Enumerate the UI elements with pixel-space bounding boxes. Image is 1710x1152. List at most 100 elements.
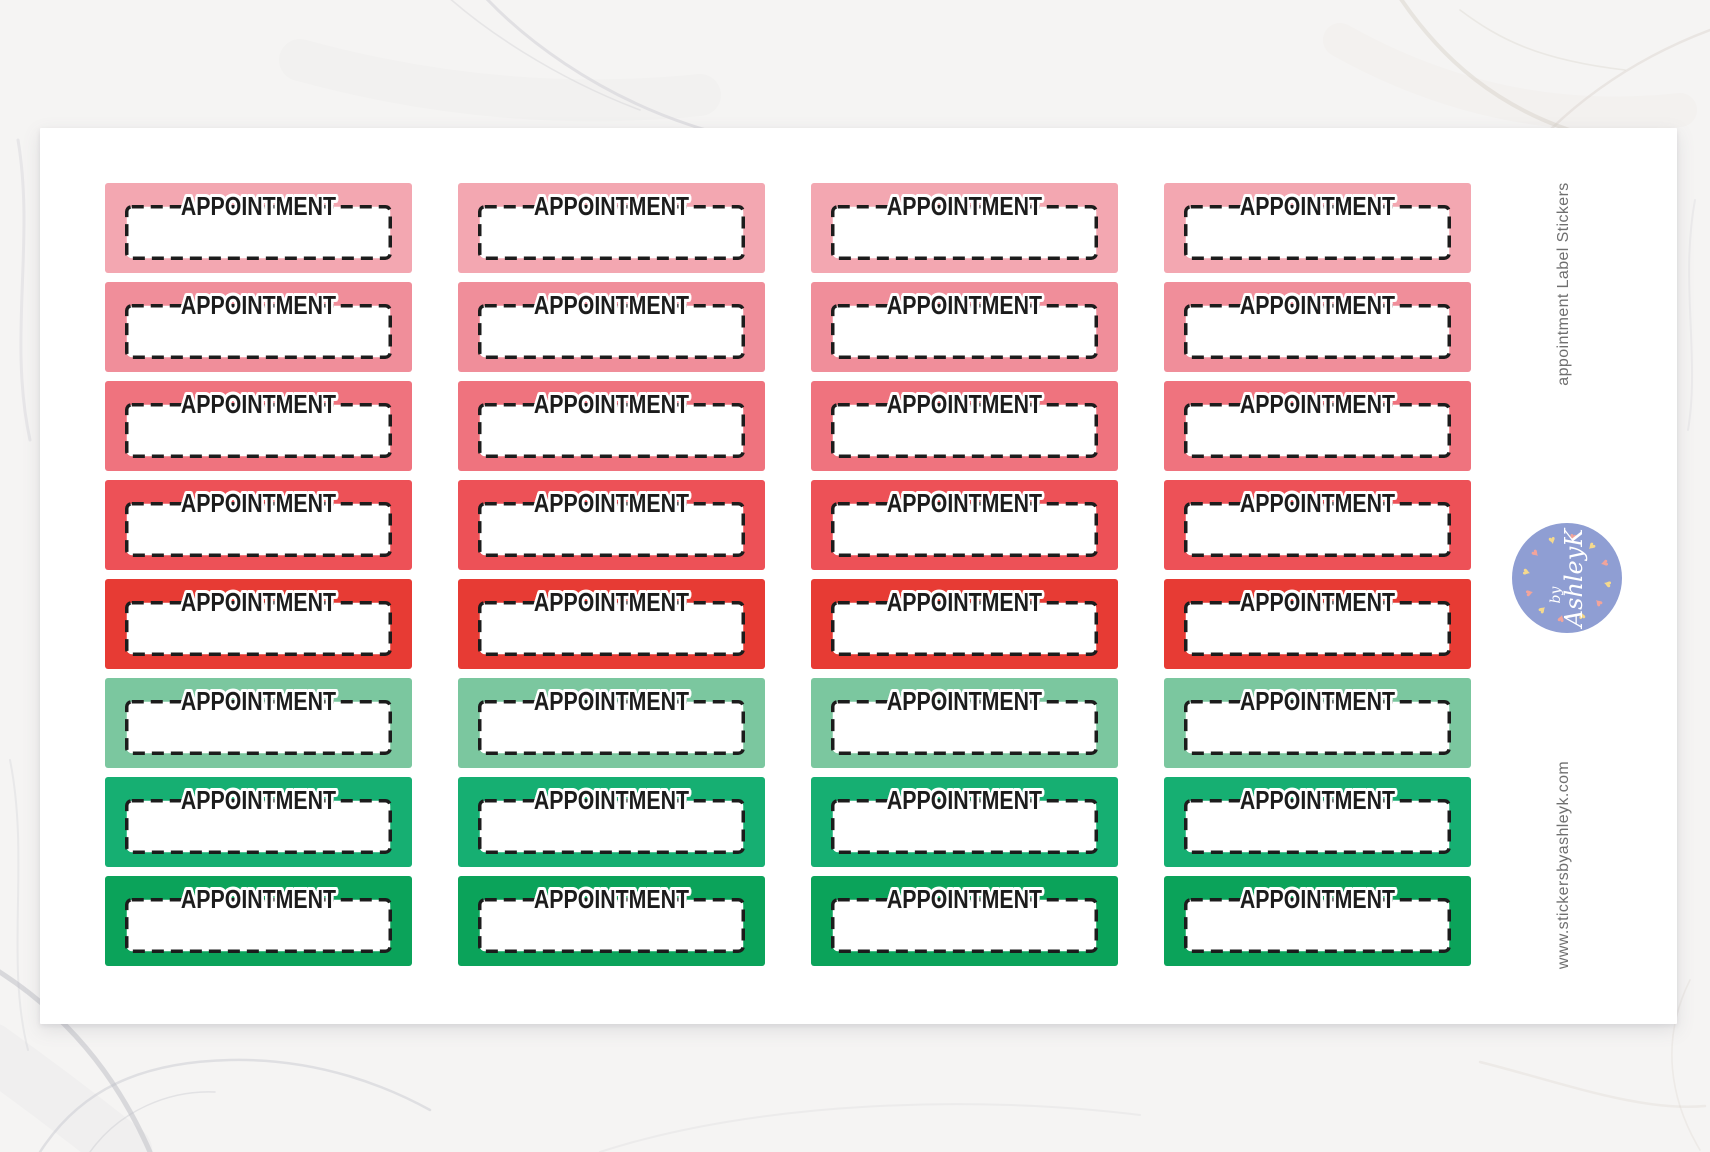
appointment-sticker-green-col2: APPOINTMENT (458, 777, 765, 867)
sticker-write-in-box (1184, 403, 1451, 458)
appointment-sticker-coral-light-col3: APPOINTMENT (811, 381, 1118, 471)
sticker-write-in-box (831, 601, 1098, 656)
sticker-write-in-box (1184, 700, 1451, 755)
sticker-grid: APPOINTMENT APPOINTMENT APPOINTMENT APPOINT… (105, 183, 1471, 966)
appointment-sticker-pink-col4: APPOINTMENT (1164, 282, 1471, 372)
appointment-sticker-red-col1: APPOINTMENT (105, 579, 412, 669)
sticker-write-in-box (831, 799, 1098, 854)
sticker-label: APPOINTMENT (1239, 686, 1396, 716)
appointment-sticker-coral-light-col1: APPOINTMENT (105, 381, 412, 471)
appointment-sticker-red-col3: APPOINTMENT (811, 579, 1118, 669)
sticker-write-in-box (478, 304, 745, 359)
appointment-sticker-pink-light-col3: APPOINTMENT (811, 183, 1118, 273)
sticker-label: APPOINTMENT (1239, 290, 1396, 320)
sticker-label: APPOINTMENT (533, 785, 690, 815)
sticker-label: APPOINTMENT (1239, 191, 1396, 221)
logo-name-text: AshleyK (1559, 528, 1588, 628)
appointment-sticker-coral-col3: APPOINTMENT (811, 480, 1118, 570)
appointment-sticker-green-col4: APPOINTMENT (1164, 777, 1471, 867)
sticker-label: APPOINTMENT (1239, 884, 1396, 914)
sticker-write-in-box (1184, 898, 1451, 953)
sticker-label: APPOINTMENT (533, 884, 690, 914)
appointment-sticker-green-dark-col4: APPOINTMENT (1164, 876, 1471, 966)
appointment-sticker-pink-light-col2: APPOINTMENT (458, 183, 765, 273)
sticker-label: APPOINTMENT (1239, 488, 1396, 518)
appointment-sticker-coral-light-col2: APPOINTMENT (458, 381, 765, 471)
appointment-sticker-pink-light-col4: APPOINTMENT (1164, 183, 1471, 273)
appointment-sticker-coral-light-col4: APPOINTMENT (1164, 381, 1471, 471)
sticker-label: APPOINTMENT (180, 686, 337, 716)
sticker-label: APPOINTMENT (180, 191, 337, 221)
sticker-write-in-box (831, 502, 1098, 557)
sticker-label: APPOINTMENT (180, 587, 337, 617)
sticker-sheet: APPOINTMENT APPOINTMENT APPOINTMENT APPOINT… (40, 128, 1677, 1024)
appointment-sticker-pink-col2: APPOINTMENT (458, 282, 765, 372)
sticker-label: APPOINTMENT (886, 686, 1043, 716)
sticker-label: APPOINTMENT (533, 290, 690, 320)
sticker-label: APPOINTMENT (886, 785, 1043, 815)
appointment-sticker-green-light-col3: APPOINTMENT (811, 678, 1118, 768)
brand-logo-badge: ♥ ♥ ♥ ♥ ♥ ♥ ♥ ♥ ♥ ♥ ♥ ♥ by AshleyK (1512, 523, 1622, 633)
sticker-write-in-box (478, 601, 745, 656)
sticker-label: APPOINTMENT (180, 488, 337, 518)
sticker-write-in-box (1184, 502, 1451, 557)
sticker-write-in-box (125, 601, 392, 656)
sticker-label: APPOINTMENT (180, 290, 337, 320)
sticker-write-in-box (125, 502, 392, 557)
sticker-write-in-box (478, 898, 745, 953)
appointment-sticker-green-col3: APPOINTMENT (811, 777, 1118, 867)
brand-logo-text: by AshleyK (1512, 523, 1622, 633)
sticker-write-in-box (831, 898, 1098, 953)
sticker-write-in-box (1184, 205, 1451, 260)
sticker-write-in-box (831, 403, 1098, 458)
sticker-write-in-box (831, 205, 1098, 260)
sticker-label: APPOINTMENT (1239, 389, 1396, 419)
appointment-sticker-green-light-col1: APPOINTMENT (105, 678, 412, 768)
appointment-sticker-green-dark-col2: APPOINTMENT (458, 876, 765, 966)
sticker-write-in-box (478, 799, 745, 854)
appointment-sticker-coral-col2: APPOINTMENT (458, 480, 765, 570)
appointment-sticker-green-dark-col3: APPOINTMENT (811, 876, 1118, 966)
sticker-label: APPOINTMENT (533, 488, 690, 518)
sticker-write-in-box (478, 205, 745, 260)
website-url-vertical: www.stickersbyashleyk.com (1555, 760, 1572, 970)
appointment-sticker-green-light-col4: APPOINTMENT (1164, 678, 1471, 768)
sticker-write-in-box (125, 700, 392, 755)
sticker-write-in-box (125, 403, 392, 458)
sticker-label: APPOINTMENT (533, 389, 690, 419)
sticker-label: APPOINTMENT (886, 884, 1043, 914)
appointment-sticker-red-col4: APPOINTMENT (1164, 579, 1471, 669)
sticker-write-in-box (831, 700, 1098, 755)
appointment-sticker-green-light-col2: APPOINTMENT (458, 678, 765, 768)
sticker-write-in-box (125, 205, 392, 260)
sticker-write-in-box (478, 700, 745, 755)
sticker-label: APPOINTMENT (180, 389, 337, 419)
sticker-label: APPOINTMENT (886, 488, 1043, 518)
appointment-sticker-coral-col1: APPOINTMENT (105, 480, 412, 570)
sticker-write-in-box (831, 304, 1098, 359)
appointment-sticker-red-col2: APPOINTMENT (458, 579, 765, 669)
sticker-label: APPOINTMENT (533, 191, 690, 221)
appointment-sticker-coral-col4: APPOINTMENT (1164, 480, 1471, 570)
sticker-label: APPOINTMENT (886, 587, 1043, 617)
sticker-label: APPOINTMENT (886, 191, 1043, 221)
sticker-label: APPOINTMENT (1239, 587, 1396, 617)
sticker-label: APPOINTMENT (886, 389, 1043, 419)
sticker-write-in-box (125, 898, 392, 953)
sticker-write-in-box (1184, 799, 1451, 854)
sticker-label: APPOINTMENT (533, 686, 690, 716)
appointment-sticker-pink-col3: APPOINTMENT (811, 282, 1118, 372)
sticker-write-in-box (478, 403, 745, 458)
appointment-sticker-pink-col1: APPOINTMENT (105, 282, 412, 372)
sticker-write-in-box (1184, 601, 1451, 656)
sticker-write-in-box (125, 799, 392, 854)
sticker-write-in-box (125, 304, 392, 359)
sticker-label: APPOINTMENT (1239, 785, 1396, 815)
appointment-sticker-pink-light-col1: APPOINTMENT (105, 183, 412, 273)
sticker-label: APPOINTMENT (180, 884, 337, 914)
sticker-write-in-box (478, 502, 745, 557)
appointment-sticker-green-dark-col1: APPOINTMENT (105, 876, 412, 966)
product-title-vertical: appointment Label Stickers (1555, 182, 1572, 386)
sticker-label: APPOINTMENT (886, 290, 1043, 320)
